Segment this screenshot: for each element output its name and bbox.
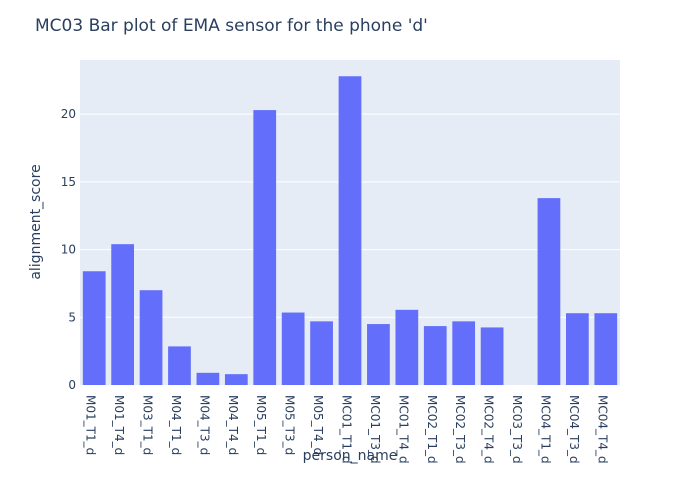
bar-M05_T4_d	[310, 321, 333, 385]
x-tick-label: MC04_T1_d	[538, 395, 552, 464]
y-tick-label: 15	[61, 175, 76, 189]
bar-M03_T1_d	[139, 290, 163, 385]
bar-M05_T3_d	[281, 312, 305, 385]
bar-MC01_T3_d	[367, 324, 390, 385]
x-tick-label: MC01_T3_d	[368, 395, 382, 464]
y-tick-label: 5	[68, 310, 76, 324]
x-tick-label: M03_T1_d	[141, 395, 155, 455]
x-tick-label: M01_T1_d	[84, 395, 98, 455]
bar-MC02_T4_d	[480, 327, 504, 385]
bar-M01_T1_d	[82, 271, 106, 385]
bar-M01_T4_d	[111, 244, 134, 385]
x-tick-label: M04_T4_d	[226, 395, 240, 455]
x-tick-label: MC04_T4_d	[595, 395, 609, 464]
x-tick-label: M05_T3_d	[283, 395, 297, 455]
bar-MC02_T3_d	[452, 321, 476, 385]
chart-title: MC03 Bar plot of EMA sensor for the phon…	[35, 16, 428, 36]
x-tick-label: M01_T4_d	[112, 395, 126, 455]
bar-MC01_T4_d	[395, 309, 419, 385]
bar-MC04_T3_d	[566, 313, 589, 385]
bar-M04_T4_d	[224, 374, 248, 385]
x-tick-label: MC02_T3_d	[453, 395, 467, 464]
x-tick-label: MC03_T3_d	[510, 395, 524, 464]
x-tick-label: M05_T4_d	[311, 395, 325, 455]
bars	[82, 76, 618, 386]
bar-MC04_T4_d	[594, 313, 618, 385]
bar-MC02_T1_d	[423, 326, 447, 385]
y-axis-title: alignment_score	[28, 164, 44, 279]
x-axis-title: person_name	[303, 448, 398, 464]
x-tick-label: MC01_T4_d	[396, 395, 410, 464]
bar-M04_T1_d	[168, 346, 191, 385]
x-tick-label: MC02_T1_d	[425, 395, 439, 464]
bar-MC04_T1_d	[537, 198, 561, 385]
x-tick-label: MC01_T1_d	[340, 395, 354, 464]
bar-MC01_T1_d	[338, 76, 362, 385]
y-tick-labels: 0 5 10 15 20	[61, 107, 76, 392]
bar-M05_T1_d	[253, 110, 277, 386]
x-tick-label: MC04_T3_d	[567, 395, 581, 464]
bar-M04_T3_d	[196, 372, 220, 385]
x-tick-label: M04_T1_d	[169, 395, 183, 455]
x-tick-label: M05_T1_d	[254, 395, 268, 455]
y-tick-label: 10	[61, 243, 76, 257]
x-tick-label: MC02_T4_d	[482, 395, 496, 464]
x-tick-label: M04_T3_d	[197, 395, 211, 455]
y-tick-label: 0	[68, 378, 76, 392]
y-tick-label: 20	[61, 107, 76, 121]
x-tick-labels: M01_T1_d M01_T4_d M03_T1_d M04_T1_d M04_T3_d…	[84, 395, 610, 464]
